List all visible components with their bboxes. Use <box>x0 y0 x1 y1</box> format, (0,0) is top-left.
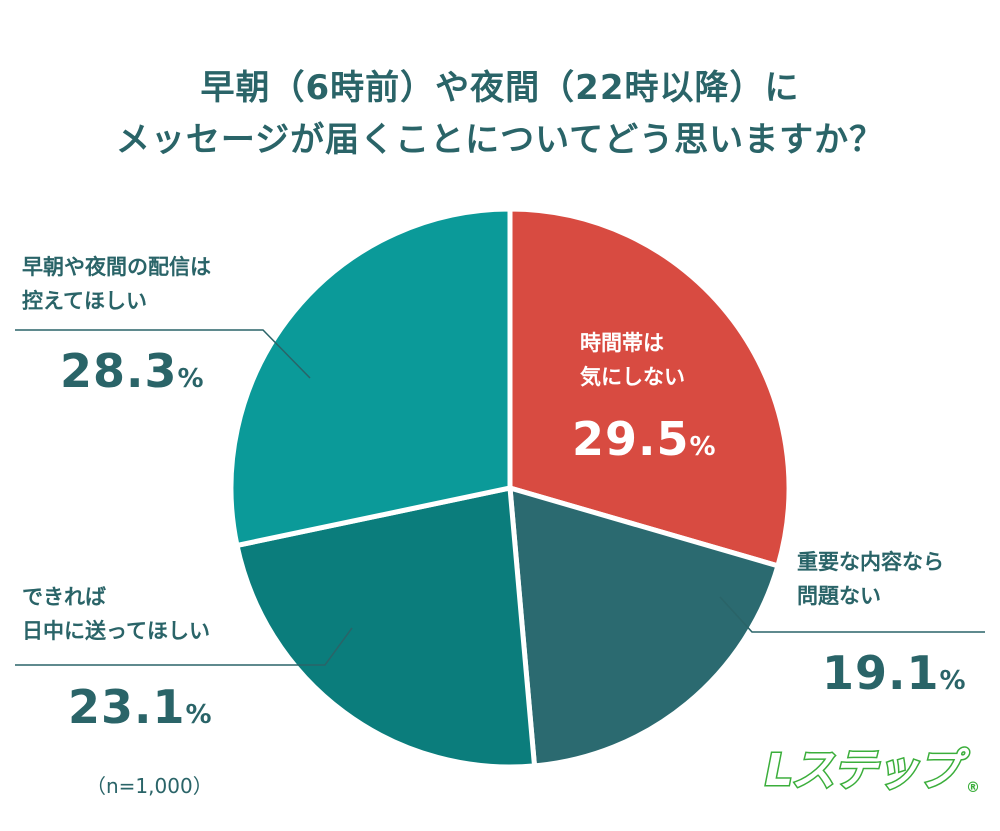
slice-value-2-unit: % <box>939 666 967 696</box>
slice-label-3: できれば 日中に送ってほしい <box>22 580 210 648</box>
slice-value-1-number: 29.5 <box>572 412 690 466</box>
chart-title-line-2: メッセージが届くことについてどう思いますか？ <box>115 120 885 160</box>
slice-label-1: 時間帯は 気にしない <box>580 326 685 394</box>
slice-value-1: 29.5% <box>572 412 717 466</box>
slice-label-4: 早朝や夜間の配信は 控えてほしい <box>22 250 211 318</box>
pie-slice-2 <box>507 485 781 769</box>
slice-label-2: 重要な内容なら 問題ない <box>797 545 944 613</box>
slice-value-2-number: 19.1 <box>822 646 940 700</box>
lstep-logo: Lステップ <box>763 744 962 798</box>
pie-slice-3 <box>234 485 538 770</box>
slice-value-3: 23.1% <box>68 680 213 734</box>
slice-label-1-line-2: 気にしない <box>580 365 685 389</box>
slice-label-3-line-1: できれば <box>22 585 106 609</box>
slice-label-4-line-1: 早朝や夜間の配信は <box>22 255 211 279</box>
slice-value-4-number: 28.3 <box>60 344 178 398</box>
chart-title-line-1: 早朝（6時前）や夜間（22時以降）に <box>200 68 800 108</box>
slice-value-1-unit: % <box>689 432 717 462</box>
pie-slice-1 <box>507 206 792 569</box>
slice-value-4: 28.3% <box>60 344 205 398</box>
registered-mark: ® <box>966 780 980 796</box>
slice-value-2: 19.1% <box>822 646 967 700</box>
slice-value-3-unit: % <box>185 700 213 730</box>
leader-line-slice-2 <box>719 596 985 633</box>
slice-label-3-line-2: 日中に送ってほしい <box>22 619 210 643</box>
pie-slice-4 <box>228 206 513 548</box>
slice-value-4-unit: % <box>177 364 205 394</box>
leader-line-slice-3 <box>15 627 353 666</box>
sample-size-note: （n=1,000） <box>86 774 213 798</box>
slice-label-2-line-2: 問題ない <box>797 584 881 608</box>
leader-line-slice-4 <box>15 329 311 379</box>
slice-label-4-line-2: 控えてほしい <box>22 289 147 313</box>
slice-value-3-number: 23.1 <box>68 680 186 734</box>
slice-label-2-line-1: 重要な内容なら <box>797 550 944 574</box>
slice-label-1-line-1: 時間帯は <box>580 331 664 355</box>
